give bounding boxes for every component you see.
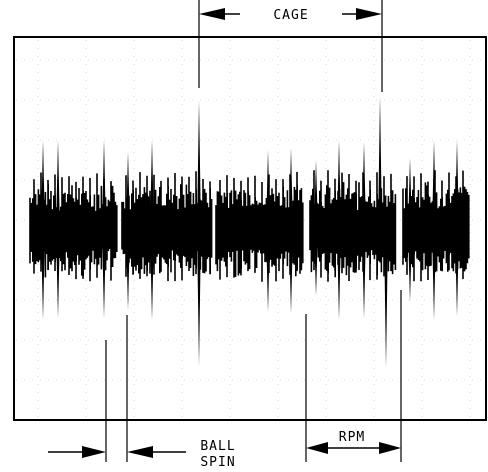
waveform-spike-down: [266, 230, 270, 312]
waveform-spike-down: [41, 230, 45, 320]
vibration-waveform: [29, 96, 470, 368]
waveform-spike-down: [56, 230, 60, 318]
waveform-spike-down: [337, 230, 341, 320]
waveform-spike-down: [102, 230, 106, 318]
ball-spin-label-line2: SPIN: [200, 455, 235, 470]
rpm-arrowhead-left: [306, 442, 328, 454]
waveform-spike-down: [432, 230, 436, 320]
waveform-spike-up: [337, 140, 341, 230]
ball-spin-arrowhead-right: [127, 446, 153, 458]
waveform-spike-down: [362, 230, 366, 318]
waveform-spike-down: [126, 230, 130, 310]
rpm-label: RPM: [339, 430, 365, 445]
cage-annotation: CAGE: [198, 0, 383, 92]
waveform-spike-down: [289, 230, 293, 314]
rpm-arrowhead-right: [379, 442, 401, 454]
ball-spin-label-line1: BALL: [200, 439, 235, 454]
waveform-spike-up: [432, 140, 436, 230]
waveform-spike-down: [384, 230, 388, 368]
cage-arrowhead-right: [356, 8, 382, 20]
waveform-spike-up: [408, 158, 412, 230]
waveform-spike-up: [455, 140, 459, 230]
ball-spin-annotation: BALL SPIN: [48, 315, 235, 470]
waveform-spike-down: [197, 230, 201, 366]
waveform-spike-up: [289, 148, 293, 230]
waveform-spike-down: [455, 230, 459, 316]
waveform-spike-down: [408, 230, 412, 302]
waveform-spike-up: [41, 140, 45, 230]
waveform-spike-up: [314, 160, 318, 230]
waveform-spike-up: [150, 140, 154, 230]
waveform-spike-up: [266, 150, 270, 230]
waveform-spike-down: [314, 230, 318, 296]
rpm-annotation: RPM: [305, 290, 402, 462]
waveform-spike-down: [150, 230, 154, 320]
cage-label: CAGE: [273, 8, 308, 23]
cage-arrowhead-left: [199, 8, 225, 20]
waveform-spike-up: [56, 140, 60, 230]
waveform-spike-up: [102, 140, 106, 230]
ball-spin-arrowhead-left: [82, 446, 106, 458]
waveform-spike-up: [378, 96, 382, 230]
waveform-spike-up: [362, 142, 366, 230]
waveform-spike-up: [126, 152, 130, 230]
waveform-spike-up: [197, 100, 201, 230]
